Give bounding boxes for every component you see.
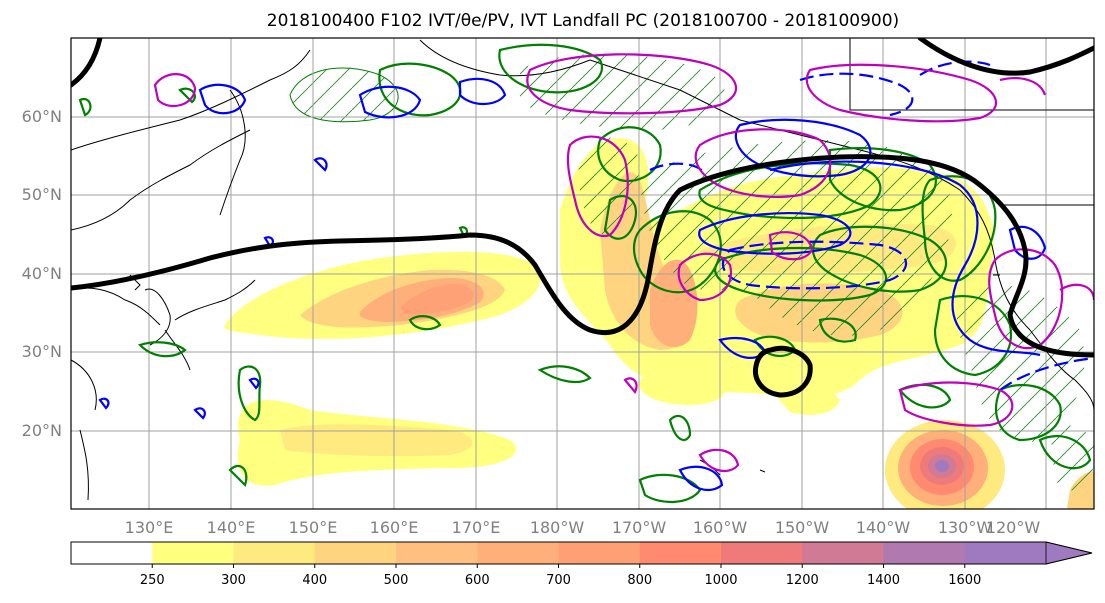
blue-contours	[98, 60, 1094, 492]
lon-label-120w: 120°W	[986, 518, 1041, 537]
lon-label-180w: 180°W	[530, 518, 585, 537]
colorbar-segment	[639, 542, 722, 564]
colorbar: 250 300 400 500 600 700 800 1000 1200 1400 1600	[70, 541, 1093, 588]
lat-label-40: 40°N	[22, 264, 62, 283]
colorbar-segment	[396, 542, 478, 564]
colorbar-tick-label: 250	[140, 573, 165, 588]
longitude-labels: 130°E 140°E 150°E 160°E 170°E 180°W 170°…	[125, 518, 1041, 537]
colorbar-tick-label: 1400	[867, 573, 900, 588]
lon-label-140e: 140°E	[207, 518, 256, 537]
colorbar-segment	[883, 542, 966, 564]
lon-label-170w: 170°W	[612, 518, 667, 537]
colorbar-tick-label: 500	[384, 573, 409, 588]
lon-label-140w: 140°W	[856, 518, 911, 537]
colorbar-segment	[477, 542, 559, 564]
lat-label-60: 60°N	[22, 107, 62, 126]
colorbar-tick-label: 400	[302, 573, 327, 588]
graticule	[71, 38, 1094, 509]
colorbar-segment	[314, 542, 397, 564]
colorbar-segment	[802, 542, 884, 564]
lon-label-130w: 130°W	[938, 518, 993, 537]
colorbar-tick-label: 600	[465, 573, 490, 588]
latitude-labels: 60°N 50°N 40°N 30°N 20°N	[22, 107, 62, 440]
colorbar-extend-arrow	[1045, 541, 1093, 565]
colorbar-segment	[964, 542, 1047, 564]
colorbar-segment	[233, 542, 316, 564]
figure-title: 2018100400 F102 IVT/θe/PV, IVT Landfall …	[267, 11, 899, 31]
colorbar-tick-label: 1200	[786, 573, 819, 588]
colorbar-segment	[71, 542, 153, 564]
colorbar-segments	[71, 542, 1047, 564]
colorbar-tick-label: 1600	[948, 573, 981, 588]
lat-label-30: 30°N	[22, 342, 62, 361]
lon-label-160w: 160°W	[693, 518, 748, 537]
lat-label-20: 20°N	[22, 421, 62, 440]
lon-label-150e: 150°E	[289, 518, 338, 537]
coastlines	[71, 38, 1094, 501]
colorbar-outline	[70, 541, 1093, 565]
map-frame	[70, 37, 1095, 510]
lon-label-160e: 160°E	[370, 518, 419, 537]
lon-label-130e: 130°E	[125, 518, 174, 537]
colorbar-tick-label: 1000	[704, 573, 737, 588]
lon-label-170e: 170°E	[452, 518, 501, 537]
colorbar-segment	[721, 542, 803, 564]
lon-label-150w: 150°W	[775, 518, 830, 537]
colorbar-tick-label: 800	[627, 573, 652, 588]
jet-contours	[71, 38, 1094, 398]
lat-label-50: 50°N	[22, 185, 62, 204]
colorbar-tick-label: 300	[221, 573, 246, 588]
colorbar-segment	[558, 542, 641, 564]
colorbar-segment	[152, 542, 234, 564]
colorbar-labels: 250 300 400 500 600 700 800 1000 1200 1400 1600	[140, 564, 981, 588]
colorbar-tick-label: 700	[546, 573, 571, 588]
